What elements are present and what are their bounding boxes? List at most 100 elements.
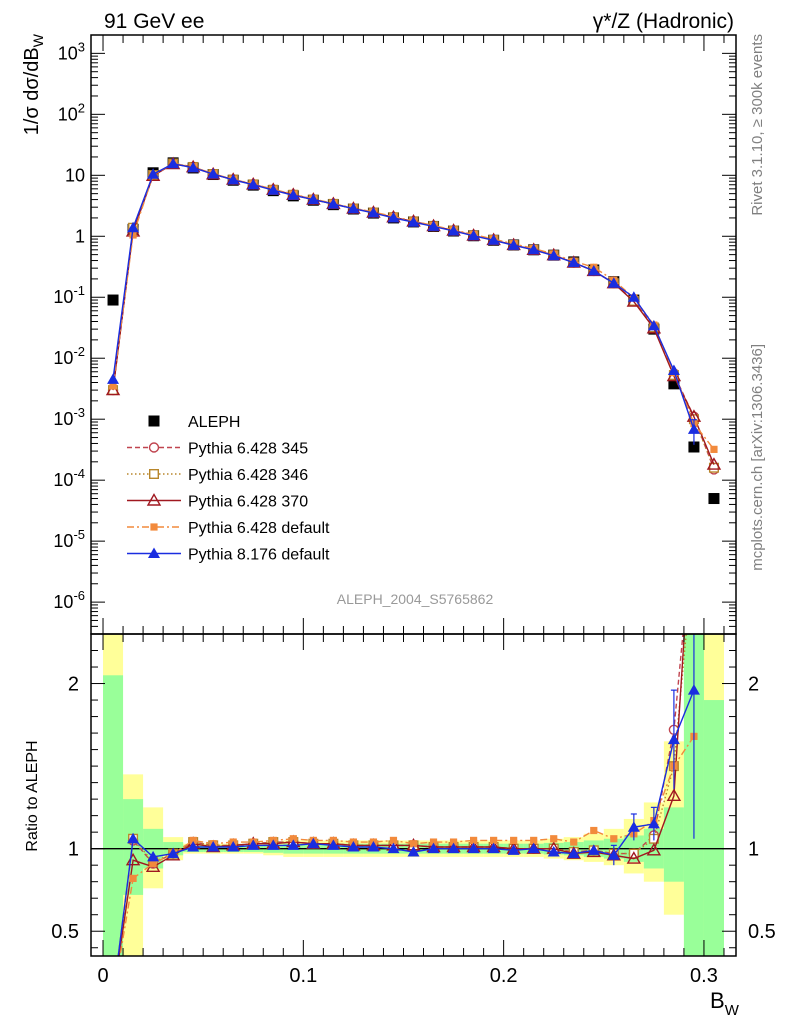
top-ytick-label: 10-4 — [53, 466, 85, 490]
bot-point-pdef-20 — [510, 836, 518, 845]
bot-point-pdef-4 — [189, 836, 197, 845]
bot-point-p8-12 — [347, 841, 360, 852]
top-point-p8-20 — [507, 239, 520, 250]
ratio-ytick-label-right: 0.5 — [748, 921, 776, 943]
bot-point-pdef-23 — [570, 838, 578, 846]
band-inner-bin-30 — [703, 700, 724, 956]
top-ytick-label: 10-6 — [53, 588, 85, 612]
main-panel-frame — [90, 34, 737, 635]
bot-point-pdef-16 — [429, 838, 438, 846]
bot-line-p346 — [117, 634, 687, 956]
bot-point-p8-6 — [227, 841, 240, 852]
bot-point-p8-25 — [607, 849, 620, 860]
ratio-panel-series — [117, 634, 700, 956]
bot-point-pdef-24 — [590, 826, 598, 835]
top-ytick-label: 10-2 — [53, 344, 85, 368]
bot-point-pdef-18 — [469, 836, 478, 845]
xtick-label: 0.2 — [490, 965, 518, 987]
xtick-label: 0.1 — [289, 965, 317, 987]
bot-point-pdef-21 — [530, 836, 538, 845]
top-point-p8-17 — [447, 225, 460, 236]
bot-point-pdef-25 — [610, 835, 618, 843]
top-point-p8-10 — [307, 193, 320, 205]
bot-point-p8-28 — [667, 733, 680, 745]
xtick-label: 0 — [97, 965, 108, 987]
legend-label-pdef: Pythia 6.428 default — [188, 520, 330, 537]
analysis-label: ALEPH_2004_S5765862 — [337, 591, 494, 607]
legend-label-p345: Pythia 6.428 345 — [188, 441, 308, 458]
legend-marker-data — [148, 415, 160, 427]
top-point-p8-1 — [127, 221, 140, 233]
legend-marker-p345 — [148, 442, 160, 453]
bot-line-pdef — [119, 736, 695, 956]
band-inner-bin-1 — [123, 799, 144, 895]
band-inner-bin-28 — [663, 807, 684, 882]
top-point-p8-4 — [187, 161, 200, 173]
top-point-pdef-0 — [109, 382, 117, 390]
mcplots-label: mcplots.cern.ch [arXiv:1306.3436] — [749, 344, 766, 571]
top-point-p8-22 — [547, 249, 560, 261]
top-series-pdef — [109, 159, 718, 453]
top-point-p8-21 — [527, 243, 540, 255]
top-point-p8-28 — [667, 364, 680, 375]
bot-point-p8-3 — [167, 847, 180, 859]
bot-point-pdef-2 — [149, 859, 157, 868]
top-point-data-29 — [688, 441, 700, 453]
bot-point-p8-21 — [527, 842, 540, 854]
top-point-p8-9 — [287, 189, 300, 200]
legend: ALEPH Pythia 6.428 345 Pythia 6.428 346 Pyt… — [127, 414, 330, 564]
top-point-p8-16 — [427, 220, 440, 231]
top-point-p8-24 — [587, 264, 600, 276]
top-ytick-label: 10-3 — [53, 405, 85, 429]
main-panel-series — [105, 156, 722, 505]
bot-point-p8-23 — [567, 847, 580, 859]
ratio-panel-frame — [90, 633, 737, 957]
legend-marker-pdef — [150, 523, 158, 531]
top-point-p8-6 — [227, 173, 240, 185]
bot-point-pdef-15 — [409, 840, 418, 848]
top-point-p8-5 — [207, 168, 220, 179]
top-point-data-30 — [708, 493, 720, 505]
bot-point-p8-20 — [507, 844, 520, 855]
top-ylabel: 1/σ dσ/dBW — [21, 33, 46, 135]
bot-point-p8-8 — [267, 839, 280, 850]
bot-point-p8-19 — [487, 842, 500, 854]
top-point-p8-25 — [607, 277, 620, 288]
bot-point-p8-4 — [187, 841, 200, 852]
top-point-p8-11 — [327, 198, 340, 209]
top-point-p8-3 — [167, 157, 180, 169]
xtick-label: 0.3 — [690, 965, 718, 987]
bot-point-p370-28 — [666, 788, 682, 802]
ratio-ytick-label-right: 2 — [748, 674, 759, 696]
ratio-ytick-label-left: 0.5 — [51, 921, 79, 943]
legend-label-p8: Pythia 8.176 default — [188, 547, 330, 564]
legend-label-data: ALEPH — [188, 414, 240, 431]
top-point-p8-8 — [267, 184, 280, 195]
top-point-data-0 — [107, 294, 119, 306]
top-ytick-label: 10-5 — [53, 527, 85, 551]
top-point-pdef-1 — [129, 231, 137, 239]
bot-point-pdef-17 — [449, 838, 458, 846]
top-series-p8 — [107, 157, 700, 445]
bot-point-pdef-19 — [490, 836, 498, 845]
bot-point-p370-26 — [626, 851, 642, 864]
bot-point-p8-11 — [327, 839, 340, 850]
legend-marker-p346 — [148, 469, 159, 480]
top-ytick-label: 10 — [65, 165, 85, 185]
x-axis-title: BW — [710, 988, 740, 1019]
bot-point-p8-16 — [427, 842, 440, 854]
bot-point-p8-17 — [447, 842, 460, 854]
top-ytick-label: 10-1 — [53, 283, 85, 307]
legend-label-p346: Pythia 6.428 346 — [188, 467, 308, 484]
bot-point-p8-10 — [307, 837, 320, 849]
ratio-ytick-label-right: 1 — [748, 839, 759, 861]
top-point-p8-19 — [487, 234, 500, 245]
ratio-ytick-label-left: 1 — [68, 839, 79, 861]
top-ytick-label: 103 — [58, 39, 85, 63]
top-point-p8-29 — [687, 423, 700, 434]
ratio-uncertainty-bands — [103, 634, 724, 956]
top-point-p8-7 — [247, 178, 260, 190]
top-point-p8-15 — [407, 216, 420, 227]
top-line-p8 — [112, 162, 695, 430]
